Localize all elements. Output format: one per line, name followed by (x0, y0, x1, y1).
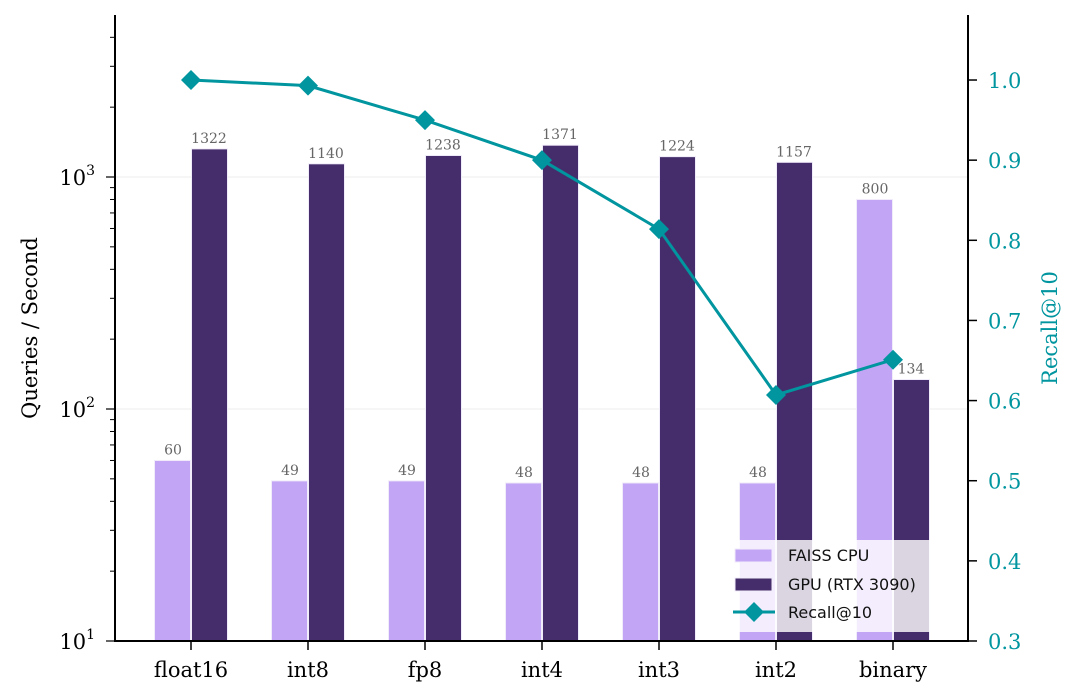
legend-swatch-faiss-cpu (734, 548, 773, 563)
bar-faiss-cpu-int3 (622, 482, 659, 642)
bar-label-faiss-cpu: 60 (164, 442, 182, 458)
recall-marker-int4 (532, 150, 552, 171)
legend-label-2: Recall@10 (788, 603, 872, 622)
recall-marker-int3 (649, 219, 669, 240)
y2-axis-label: Recall@10 (1038, 271, 1062, 385)
recall-marker-binary (883, 349, 903, 370)
bar-label-gpu: 1238 (425, 137, 461, 153)
x-tick-label-fp8: fp8 (408, 658, 443, 682)
y-tick-label: 103 (59, 163, 95, 190)
y2-tick-label: 1.0 (988, 69, 1021, 93)
bar-faiss-cpu-int4 (505, 482, 542, 642)
legend-label-0: FAISS CPU (788, 546, 869, 565)
y-tick-label: 102 (59, 395, 95, 422)
legend-swatch-gpu (734, 577, 773, 592)
bar-gpu-float16 (191, 148, 228, 642)
bar-label-faiss-cpu: 48 (515, 465, 533, 481)
bar-label-faiss-cpu: 48 (749, 465, 767, 481)
legend: FAISS CPU GPU (RTX 3090) Recall@10 (728, 540, 960, 632)
bar-faiss-cpu-fp8 (388, 480, 425, 642)
y-axis-label: Queries / Second (18, 237, 42, 419)
recall-marker-float16 (181, 70, 201, 91)
bar-label-faiss-cpu: 48 (632, 465, 650, 481)
y2-tick-label: 0.7 (988, 309, 1021, 333)
y2-tick-label: 0.8 (988, 229, 1021, 253)
bar-label-gpu: 1371 (542, 127, 578, 143)
bar-gpu-int8 (308, 163, 345, 642)
y2-tick-label: 0.5 (988, 470, 1021, 494)
y2-tick-label: 0.3 (988, 630, 1021, 654)
x-tick-label-float16: float16 (154, 658, 228, 682)
axes: 101 102 103 0.3 0.4 0.5 0.6 0.7 0.8 0.9 1.0 float16… (59, 15, 1021, 682)
bar-label-faiss-cpu: 800 (862, 181, 889, 197)
bar-label-gpu: 1224 (659, 139, 695, 155)
legend-label-1: GPU (RTX 3090) (788, 575, 916, 594)
bar-gpu-fp8 (425, 154, 462, 642)
bar-label-gpu: 1157 (776, 144, 812, 160)
y2-tick-label: 0.9 (988, 149, 1021, 173)
bar-label-gpu: 1322 (191, 131, 227, 147)
bar-labels: 60 1322 49 1140 49 1238 48 1371 48 1224 48 1157 800 1… (164, 127, 924, 481)
bar-faiss-cpu-int8 (271, 480, 308, 642)
x-tick-label-int4: int4 (521, 658, 563, 682)
y-tick-label: 101 (59, 627, 95, 654)
bar-faiss-cpu-float16 (154, 459, 191, 642)
bar-gpu-int4 (542, 144, 579, 642)
bar-label-faiss-cpu: 49 (281, 463, 299, 479)
x-tick-label-int8: int8 (287, 658, 329, 682)
y2-tick-label: 0.6 (988, 390, 1021, 414)
recall-marker-int8 (298, 75, 318, 96)
x-tick-label-binary: binary (859, 658, 927, 682)
recall-line-series (181, 70, 903, 405)
y2-tick-label: 0.4 (988, 550, 1021, 574)
x-tick-label-int3: int3 (638, 658, 680, 682)
bar-label-gpu: 1140 (308, 146, 344, 162)
legend-marker-recall (744, 602, 764, 622)
recall-marker-int2 (766, 384, 786, 405)
bar-label-gpu: 134 (898, 362, 925, 378)
x-tick-label-int2: int2 (755, 658, 797, 682)
bar-label-faiss-cpu: 49 (398, 463, 416, 479)
recall-marker-fp8 (415, 110, 435, 131)
